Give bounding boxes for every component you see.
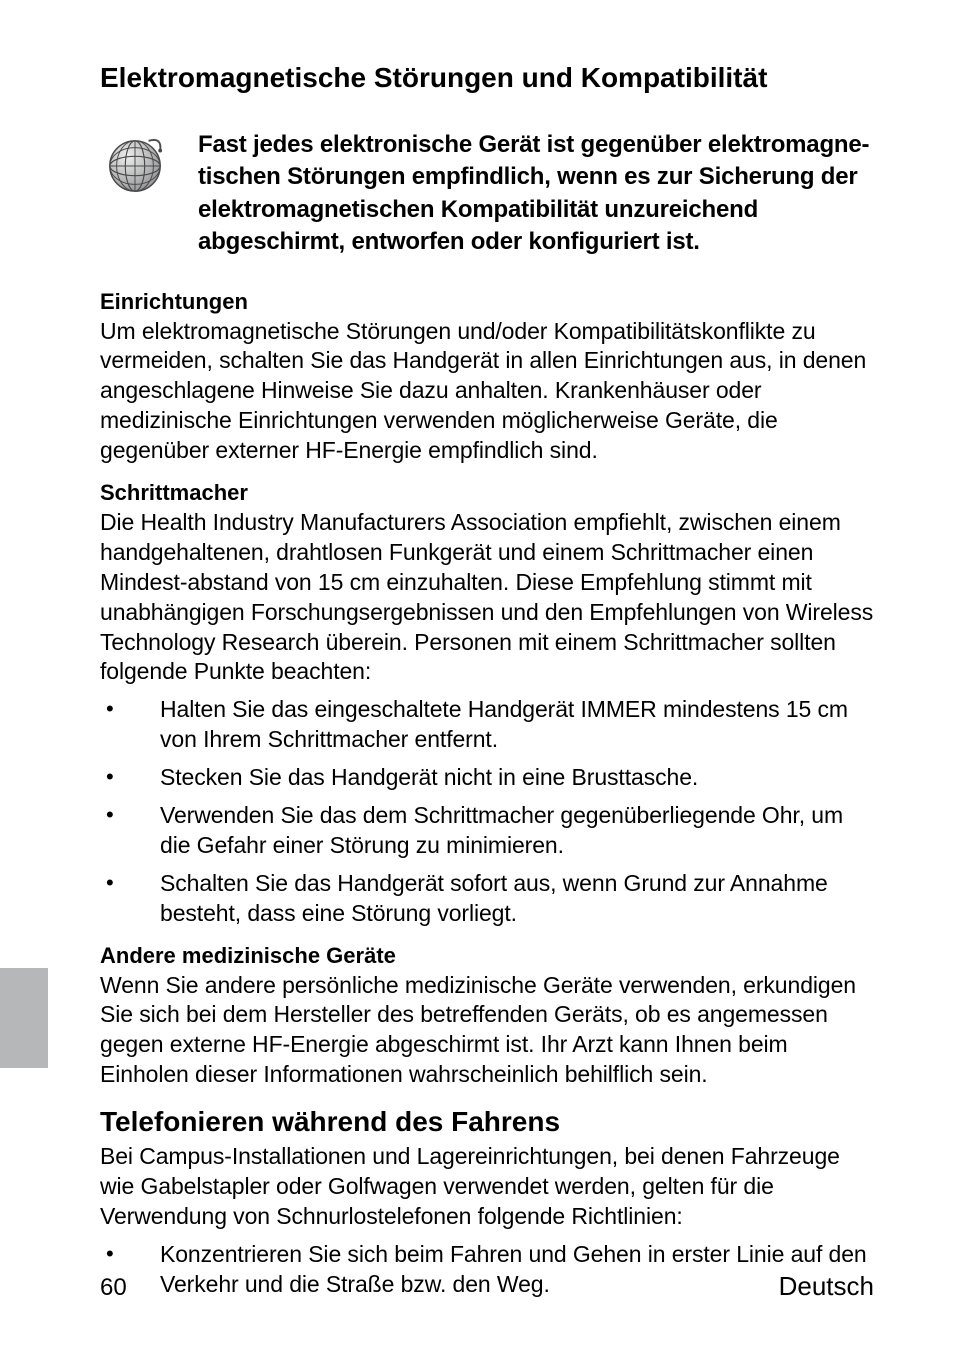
bullet-text: Halten Sie das eingeschaltete Handgerät … [160, 695, 874, 755]
subheading-andere: Andere medizinische Geräte [100, 943, 874, 969]
subheading-schrittmacher: Schrittmacher [100, 480, 874, 506]
document-page: Elektromagnetische Störungen und Kompati… [0, 0, 954, 1350]
bullets-schrittmacher: •Halten Sie das eingeschaltete Handgerät… [100, 695, 874, 928]
bullet-text: Stecken Sie das Handgerät nicht in eine … [160, 763, 874, 793]
body-telefonieren: Bei Campus-Installationen und Lagereinri… [100, 1142, 874, 1232]
intro-text: Fast jedes elektronische Gerät ist gegen… [198, 129, 874, 259]
body-einrichtungen: Um elektromagnetische Störungen und/oder… [100, 317, 874, 466]
globe-grid-icon [100, 129, 170, 259]
page-footer: 60 Deutsch [100, 1271, 874, 1302]
bullet-text: Verwenden Sie das dem Schrittmacher gege… [160, 801, 874, 861]
list-item: •Verwenden Sie das dem Schrittmacher geg… [100, 801, 874, 861]
subheading-einrichtungen: Einrichtungen [100, 289, 874, 315]
list-item: •Stecken Sie das Handgerät nicht in eine… [100, 763, 874, 793]
heading-telefonieren: Telefonieren während des Fahrens [100, 1106, 874, 1138]
body-andere: Wenn Sie andere persönliche medizinische… [100, 971, 874, 1091]
intro-row: Fast jedes elektronische Gerät ist gegen… [100, 129, 874, 259]
page-title: Elektromagnetische Störungen und Kompati… [100, 60, 874, 95]
language-label: Deutsch [779, 1271, 874, 1302]
list-item: •Schalten Sie das Handgerät sofort aus, … [100, 869, 874, 929]
page-number: 60 [100, 1274, 127, 1302]
bullet-text: Schalten Sie das Handgerät sofort aus, w… [160, 869, 874, 929]
list-item: •Halten Sie das eingeschaltete Handgerät… [100, 695, 874, 755]
body-schrittmacher: Die Health Industry Manufacturers Associ… [100, 508, 874, 687]
